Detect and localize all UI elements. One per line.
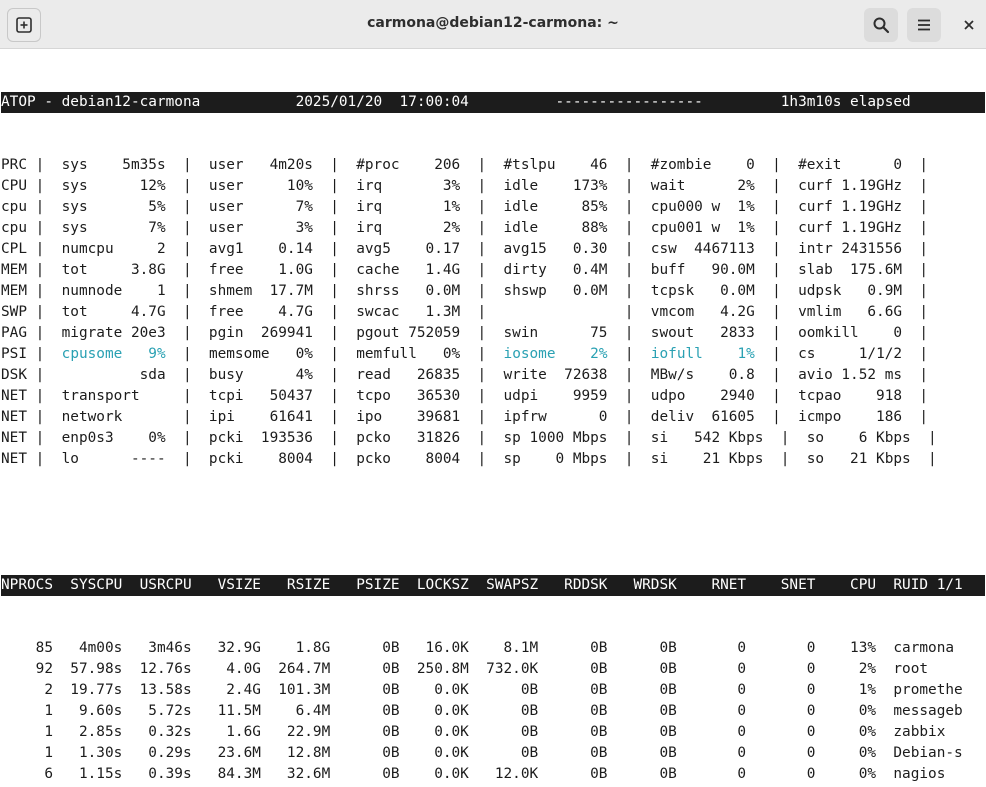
stat-text: cpu | sys 5% | user 7% | irq 1% | idle 8… (1, 199, 929, 215)
window-title: carmona@debian12-carmona: ~ (367, 15, 619, 31)
stat-text: MEM | numnode 1 | shmem 17.7M | shrss 0.… (1, 283, 929, 299)
system-stat-line: SWP | tot 4.7G | free 4.7G | swcac 1.3M … (1, 302, 985, 323)
table-row: 6 1.15s 0.39s 84.3M 32.6M 0B 0.0K 12.0K … (1, 766, 946, 782)
psi-highlight-value: iofull 1% (650, 346, 755, 362)
system-stat-line: cpu | sys 5% | user 7% | irq 1% | idle 8… (1, 197, 985, 218)
system-stat-line: MEM | numnode 1 | shmem 17.7M | shrss 0.… (1, 281, 985, 302)
system-stat-line: PRC | sys 5m35s | user 4m20s | #proc 206… (1, 155, 985, 176)
stat-text: MEM | tot 3.8G | free 1.0G | cache 1.4G … (1, 262, 929, 278)
close-icon (964, 20, 974, 30)
process-table-header: NPROCS SYSCPU USRCPU VSIZE RSIZE PSIZE L… (1, 575, 985, 596)
stat-text: | (607, 346, 651, 362)
menu-button[interactable] (907, 8, 941, 42)
stat-text: NET | network | ipi 61641 | ipo 39681 | … (1, 409, 929, 425)
psi-highlight-value: iosome 2% (503, 346, 608, 362)
system-stat-line: NET | enp0s3 0% | pcki 193536 | pcko 318… (1, 428, 985, 449)
system-stat-line: DSK | sda | busy 4% | read 26835 | write… (1, 365, 985, 386)
system-stat-line: cpu | sys 7% | user 3% | irq 2% | idle 8… (1, 218, 985, 239)
new-tab-button[interactable] (7, 8, 41, 42)
stat-text: NET | transport | tcpi 50437 | tcpo 3653… (1, 388, 929, 404)
window-titlebar: carmona@debian12-carmona: ~ (0, 0, 986, 49)
table-row: 85 4m00s 3m46s 32.9G 1.8G 0B 16.0K 8.1M … (1, 640, 955, 656)
blank-line (1, 512, 985, 533)
stat-text: cpu | sys 7% | user 3% | irq 2% | idle 8… (1, 220, 929, 236)
stat-text: | memsome 0% | memfull 0% | (165, 346, 504, 362)
system-stat-line: CPU | sys 12% | user 10% | irq 3% | idle… (1, 176, 985, 197)
stat-text: | cs 1/1/2 | (754, 346, 929, 362)
stat-text: PAG | migrate 20e3 | pgin 269941 | pgout… (1, 325, 929, 341)
new-tab-icon (16, 17, 32, 33)
system-stat-line: PSI | cpusome 9% | memsome 0% | memfull … (1, 344, 985, 365)
system-stat-line: NET | transport | tcpi 50437 | tcpo 3653… (1, 386, 985, 407)
stat-text: NET | enp0s3 0% | pcki 193536 | pcko 318… (1, 430, 937, 446)
table-row: 2 19.77s 13.58s 2.4G 101.3M 0B 0.0K 0B 0… (1, 682, 963, 698)
system-stat-line: NET | network | ipi 61641 | ipo 39681 | … (1, 407, 985, 428)
hamburger-menu-icon (918, 19, 930, 31)
stat-text: CPU | sys 12% | user 10% | irq 3% | idle… (1, 178, 929, 194)
stat-text: NET | lo ---- | pcki 8004 | pcko 8004 | … (1, 451, 937, 467)
terminal-output[interactable]: ATOP - debian12-carmona 2025/01/20 17:00… (1, 50, 985, 787)
stat-text: SWP | tot 4.7G | free 4.7G | swcac 1.3M … (1, 304, 929, 320)
table-row: 1 2.85s 0.32s 1.6G 22.9M 0B 0.0K 0B 0B 0… (1, 724, 946, 740)
psi-highlight-value: cpusome 9% (61, 346, 166, 362)
stat-text: CPL | numcpu 2 | avg1 0.14 | avg5 0.17 |… (1, 241, 929, 257)
table-row: 1 1.30s 0.29s 23.6M 12.8M 0B 0.0K 0B 0B … (1, 745, 963, 761)
system-stat-line: PAG | migrate 20e3 | pgin 269941 | pgout… (1, 323, 985, 344)
system-stat-line: CPL | numcpu 2 | avg1 0.14 | avg5 0.17 |… (1, 239, 985, 260)
table-row: 92 57.98s 12.76s 4.0G 264.7M 0B 250.8M 7… (1, 661, 929, 677)
close-button[interactable] (952, 8, 986, 42)
stat-text: PSI | (1, 346, 62, 362)
process-table: 85 4m00s 3m46s 32.9G 1.8G 0B 16.0K 8.1M … (1, 638, 985, 787)
atop-header-line: ATOP - debian12-carmona 2025/01/20 17:00… (1, 92, 985, 113)
system-stats: PRC | sys 5m35s | user 4m20s | #proc 206… (1, 155, 985, 470)
stat-text: DSK | sda | busy 4% | read 26835 | write… (1, 367, 929, 383)
stat-text: PRC | sys 5m35s | user 4m20s | #proc 206… (1, 157, 929, 173)
system-stat-line: MEM | tot 3.8G | free 1.0G | cache 1.4G … (1, 260, 985, 281)
system-stat-line: NET | lo ---- | pcki 8004 | pcko 8004 | … (1, 449, 985, 470)
table-row: 1 9.60s 5.72s 11.5M 6.4M 0B 0.0K 0B 0B 0… (1, 703, 963, 719)
search-button[interactable] (864, 8, 898, 42)
search-icon (873, 17, 890, 34)
